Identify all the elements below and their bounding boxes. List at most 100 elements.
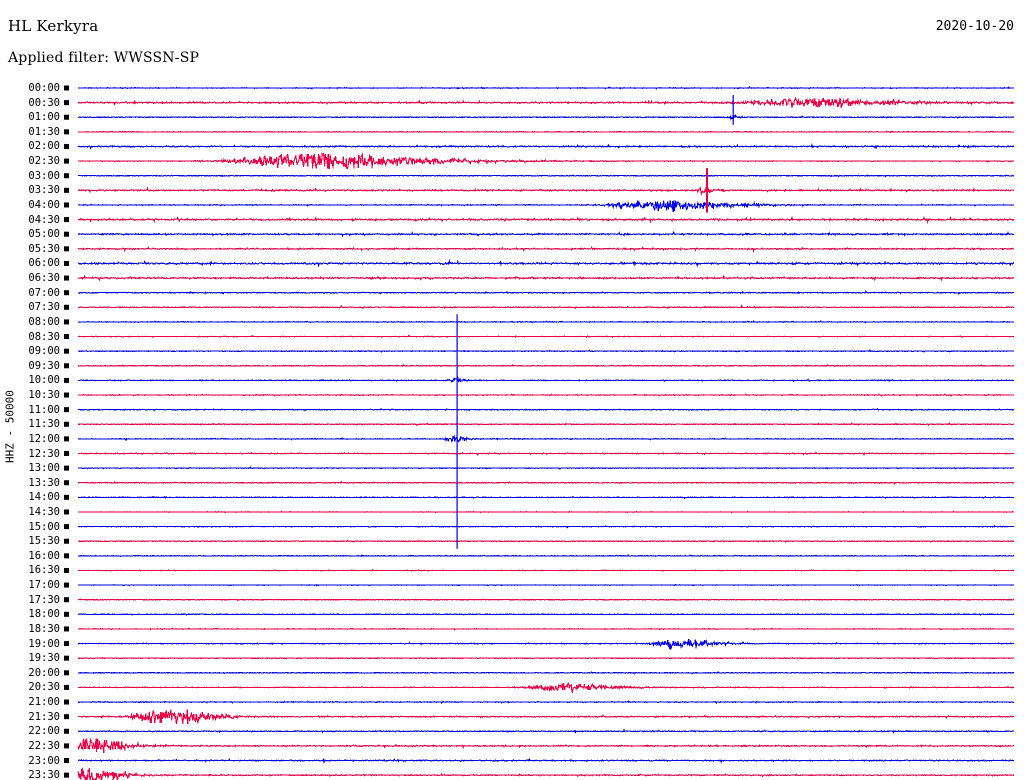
time-tick-label: 16:30 xyxy=(28,564,60,577)
time-tick-label: 16:00 xyxy=(28,549,60,562)
time-tick-label: 02:30 xyxy=(28,155,60,168)
axis-tickmark xyxy=(64,114,69,120)
time-tick-label: 15:30 xyxy=(28,535,60,548)
trace-line xyxy=(77,728,1015,734)
trace-line xyxy=(77,407,1015,412)
time-tick-label: 06:30 xyxy=(28,272,60,285)
axis-tickmark xyxy=(64,85,69,91)
trace-line xyxy=(77,393,1015,397)
trace-line xyxy=(77,451,1015,457)
trace-line xyxy=(77,421,1015,427)
axis-tickmark xyxy=(64,407,69,413)
axis-tickmark xyxy=(64,231,69,237)
trace-line xyxy=(77,130,1015,134)
time-tick-label: 06:00 xyxy=(28,257,60,270)
trace-line xyxy=(77,480,1015,485)
trace-line xyxy=(77,152,1015,169)
axis-tickmark xyxy=(64,363,69,369)
trace-line xyxy=(77,113,1015,121)
trace-line xyxy=(77,510,1015,514)
axis-tickmark xyxy=(64,246,69,252)
axis-tickmark xyxy=(64,304,69,310)
time-tick-label: 19:30 xyxy=(28,652,60,665)
axis-tickmark xyxy=(64,524,69,530)
time-tick-label: 20:00 xyxy=(28,666,60,679)
trace-line xyxy=(77,466,1015,471)
trace-line xyxy=(77,230,1015,238)
time-tick-label: 03:00 xyxy=(28,169,60,182)
trace-line xyxy=(77,738,1015,754)
axis-tickmark xyxy=(64,641,69,647)
time-tick-label: 07:30 xyxy=(28,301,60,314)
time-tick-label: 08:00 xyxy=(28,315,60,328)
trace-line xyxy=(77,627,1015,631)
axis-tickmark xyxy=(64,699,69,705)
trace-line xyxy=(77,524,1015,529)
axis-tickmark xyxy=(64,217,69,223)
applied-filter-label: Applied filter: WWSSN-SP xyxy=(8,50,200,66)
trace-line xyxy=(77,290,1015,295)
trace-line xyxy=(77,174,1015,178)
time-tick-label: 21:30 xyxy=(28,710,60,723)
trace-line xyxy=(77,96,1015,108)
time-tick-label: 00:00 xyxy=(28,82,60,94)
axis-tickmark xyxy=(64,611,69,617)
axis-tickmark xyxy=(64,436,69,442)
time-tick-label: 12:00 xyxy=(28,432,60,445)
axis-tickmarks xyxy=(64,85,69,778)
trace-line xyxy=(77,375,1015,384)
time-tick-label: 23:00 xyxy=(28,754,60,767)
trace-line xyxy=(77,638,1015,650)
trace-line xyxy=(77,709,1015,724)
trace-line xyxy=(78,319,1015,324)
trace-line xyxy=(77,143,1015,151)
axis-tickmark xyxy=(64,684,69,690)
axis-tickmark xyxy=(64,655,69,661)
seismic-traces xyxy=(77,85,1015,780)
time-tick-label: 05:00 xyxy=(28,228,60,241)
axis-tickmark xyxy=(64,538,69,544)
time-tick-label: 17:00 xyxy=(28,579,60,592)
time-tick-labels: 00:00 00:30 01:00 01:30 02:00 02:30 03:00 03:30… xyxy=(8,78,60,780)
time-tick-label: 09:30 xyxy=(28,359,60,372)
axis-tickmark xyxy=(64,509,69,515)
axis-tickmark xyxy=(64,260,69,266)
time-tick-label: 17:30 xyxy=(28,593,60,606)
axis-tickmark xyxy=(64,143,69,149)
time-tick-label: 10:00 xyxy=(28,374,60,387)
axis-tickmark xyxy=(64,100,69,106)
trace-line xyxy=(77,334,1014,339)
time-tick-label: 23:30 xyxy=(28,769,60,780)
axis-tickmark xyxy=(64,158,69,164)
helicorder-plot: 00:00 00:30 01:00 01:30 02:00 02:30 03:00 03:30… xyxy=(0,78,1024,780)
trace-line xyxy=(78,349,1015,353)
axis-tickmark xyxy=(64,772,69,778)
trace-line xyxy=(77,304,1015,310)
axis-tickmark xyxy=(64,334,69,340)
time-tick-label: 12:30 xyxy=(28,447,60,460)
time-tick-label: 01:30 xyxy=(28,125,60,138)
axis-tickmark xyxy=(64,465,69,471)
axis-tickmark xyxy=(64,187,69,193)
axis-tickmark xyxy=(64,377,69,383)
record-date: 2020-10-20 xyxy=(935,19,1014,34)
trace-line xyxy=(77,767,1015,780)
time-tick-label: 01:00 xyxy=(28,111,60,124)
trace-line xyxy=(77,200,1015,213)
trace-line xyxy=(77,85,1015,90)
axis-tickmark xyxy=(64,275,69,281)
time-tick-label: 02:00 xyxy=(28,140,60,153)
time-tick-label: 10:30 xyxy=(28,389,60,402)
trace-line xyxy=(77,258,1015,268)
time-tick-label: 04:00 xyxy=(28,198,60,211)
trace-line xyxy=(77,184,1015,196)
page-title: HL Kerkyra xyxy=(8,17,99,35)
time-tick-label: 09:00 xyxy=(28,345,60,358)
time-tick-label: 08:30 xyxy=(28,330,60,343)
trace-line xyxy=(77,613,1015,616)
axis-tickmark xyxy=(64,348,69,354)
axis-tickmark xyxy=(64,451,69,456)
trace-line xyxy=(77,274,1015,282)
trace-line xyxy=(77,434,1015,444)
